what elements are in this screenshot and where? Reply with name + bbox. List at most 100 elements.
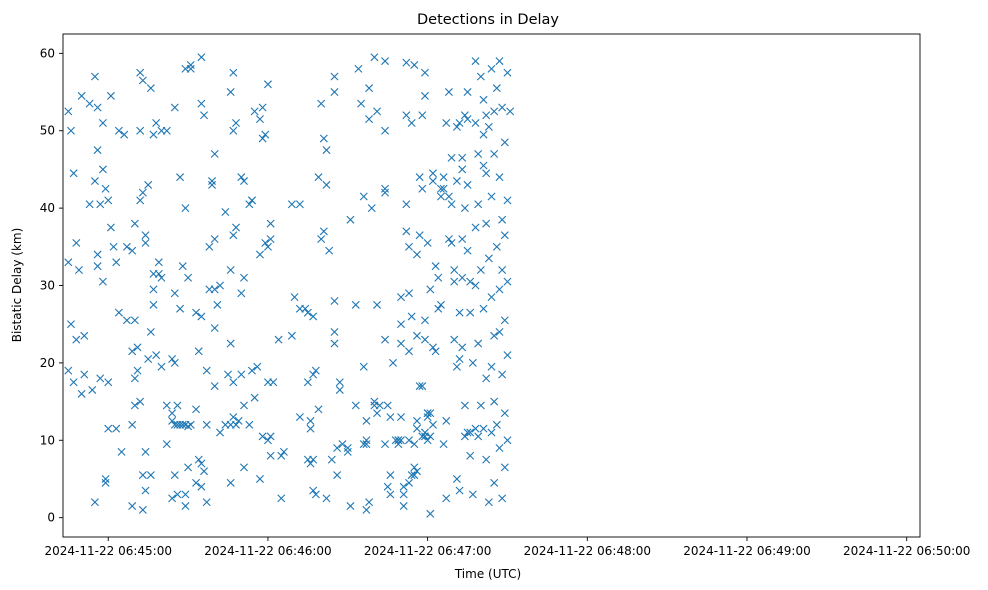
data-point (495, 173, 504, 182)
data-point (173, 401, 182, 410)
data-point (471, 424, 480, 433)
data-point (500, 463, 509, 472)
data-point (471, 281, 480, 290)
data-point (216, 428, 225, 437)
data-point (90, 72, 99, 81)
data-point (226, 339, 235, 348)
data-point (463, 88, 472, 97)
x-tick-label: 2024-11-22 06:48:00 (524, 544, 651, 558)
data-point (476, 72, 485, 81)
data-point (266, 432, 275, 441)
data-point (144, 180, 153, 189)
data-point (85, 200, 94, 209)
data-point (255, 115, 264, 124)
data-point (178, 420, 187, 429)
data-point (455, 119, 464, 127)
data-point (221, 207, 230, 216)
data-point (186, 64, 195, 73)
data-point (176, 304, 185, 313)
data-point (213, 300, 222, 309)
data-point (237, 370, 246, 379)
data-point (194, 347, 203, 356)
data-point (64, 107, 73, 116)
data-point (277, 494, 286, 503)
data-point (434, 304, 443, 313)
data-point (93, 250, 102, 259)
data-point (381, 335, 390, 344)
data-point (447, 238, 456, 247)
data-point (226, 266, 235, 275)
x-tick-label: 2024-11-22 06:49:00 (683, 544, 810, 558)
data-point (136, 126, 145, 135)
data-point (335, 378, 344, 387)
data-point (261, 238, 270, 247)
data-point (357, 99, 366, 108)
x-tick-label: 2024-11-22 06:45:00 (45, 544, 172, 558)
data-point (210, 235, 219, 244)
data-point (444, 192, 453, 201)
data-point (317, 235, 326, 244)
data-point (428, 177, 437, 186)
data-point (500, 231, 509, 240)
data-point (138, 505, 147, 514)
data-point (482, 455, 491, 464)
y-tick-label: 40 (40, 201, 55, 215)
data-point (96, 374, 105, 383)
data-point (245, 200, 254, 209)
data-point (450, 335, 459, 344)
data-point (418, 432, 427, 441)
data-point (130, 219, 139, 228)
data-point (141, 447, 150, 456)
data-point (386, 490, 395, 499)
data-point (64, 366, 73, 375)
data-point (420, 316, 429, 325)
data-point (463, 180, 472, 189)
data-point (412, 424, 421, 433)
data-point (245, 420, 254, 429)
data-point (72, 238, 81, 247)
data-point (237, 173, 246, 182)
data-point (420, 428, 429, 437)
data-point (104, 378, 113, 387)
data-point (90, 177, 99, 186)
data-point (114, 126, 123, 135)
data-point (106, 223, 115, 232)
data-point (93, 103, 102, 112)
data-point (157, 273, 166, 282)
data-point (458, 153, 467, 162)
data-point (492, 420, 501, 429)
data-point (269, 378, 278, 387)
data-point (202, 498, 211, 507)
data-point (210, 324, 219, 333)
data-point (333, 471, 342, 480)
data-point (154, 269, 163, 278)
data-point (128, 420, 137, 429)
data-point (136, 397, 145, 406)
data-point (170, 103, 179, 112)
plot-area (64, 53, 515, 518)
data-point (162, 440, 171, 449)
data-point (362, 440, 371, 449)
data-point (322, 180, 331, 189)
data-point (479, 424, 488, 433)
data-point (149, 300, 158, 309)
data-point (184, 422, 193, 431)
data-point (319, 134, 328, 143)
data-point (168, 494, 177, 503)
data-point (197, 482, 206, 491)
data-point (381, 440, 390, 449)
data-point (253, 362, 262, 371)
data-point (330, 72, 339, 81)
data-point (426, 285, 435, 294)
data-point (498, 215, 507, 224)
data-point (495, 57, 504, 66)
data-point (381, 188, 390, 197)
data-point (85, 99, 94, 108)
data-point (181, 204, 190, 213)
data-point (463, 428, 472, 437)
data-point (168, 416, 177, 425)
data-point (415, 231, 424, 240)
data-point (381, 184, 390, 193)
data-point (444, 88, 453, 97)
data-point (442, 119, 451, 127)
